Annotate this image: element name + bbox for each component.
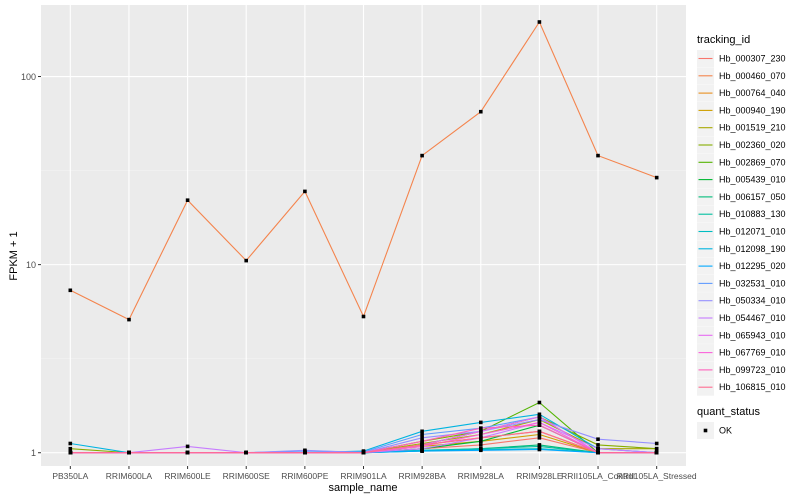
data-point-Hb_099723_010-RRIM928LA: [479, 426, 483, 430]
legend-entry-label: Hb_000764_040: [719, 88, 786, 98]
data-point-Hb_000460_070-PB350LA: [68, 288, 73, 293]
data-point-Hb_012098_190-PB350LA: [68, 441, 73, 446]
legend-title: tracking_id: [697, 34, 750, 46]
x-tick-label: RRII105LA_Control: [561, 471, 635, 481]
data-point-Hb_050334_010-RRIM928BA: [420, 436, 424, 440]
x-tick-label: RRIM600PE: [281, 471, 329, 481]
y-tick-label: 100: [21, 72, 36, 82]
y-axis: 1 10 100: [21, 72, 41, 458]
data-point-Hb_065943_010-RRIM928LA: [479, 429, 483, 434]
data-point-Hb_106815_010-RRIM600PE: [303, 450, 307, 455]
data-point-Hb_000460_070-RRIM600LE: [185, 198, 190, 202]
x-tick-label: RRIM600SE: [223, 471, 271, 481]
data-point-Hb_065943_010-RRIM928LE: [537, 415, 542, 419]
legend-entry-label: Hb_010883_130: [719, 209, 786, 219]
data-point-Hb_106815_010-RRII105LA_Stressed: [654, 450, 659, 455]
data-point-Hb_050334_010-RRIM928LE: [537, 417, 542, 422]
data-point-Hb_106815_010-PB350LA: [68, 450, 73, 455]
data-point-Hb_012098_190-RRIM928LE: [537, 412, 542, 417]
legend-entry-label: Hb_001519_210: [719, 123, 786, 133]
data-point-Hb_010883_130-RRIM928LE: [537, 444, 542, 449]
data-point-Hb_000940_190-RRIM928LE: [537, 432, 542, 437]
legend-entry-label: Hb_054467_010: [719, 313, 786, 323]
data-point-Hb_000460_070-RRIM928LE: [537, 20, 542, 24]
data-point-Hb_106815_010-RRII105LA_Control: [596, 450, 600, 455]
y-axis-title: FPKM + 1: [8, 231, 20, 280]
legend-entry-label: Hb_005439_010: [719, 175, 786, 185]
data-point-Hb_002360_020-PB350LA: [68, 446, 73, 451]
data-point-Hb_032531_010-RRIM928BA: [420, 432, 424, 437]
shape-legend-key-square: [703, 428, 708, 433]
y-tick-label: 1: [31, 448, 36, 458]
x-tick-label: RRIM901LA: [340, 471, 387, 481]
legend-entry-label: Hb_032531_010: [719, 278, 786, 288]
data-point-Hb_067769_010-RRIM928LE: [537, 420, 542, 425]
data-point-Hb_000307_230-RRIM928LE: [537, 436, 542, 440]
data-point-Hb_099723_010-RRIM928BA: [420, 439, 424, 444]
legend-entry-label: Hb_050334_010: [719, 296, 786, 306]
x-tick-label: RRIM600LE: [164, 471, 211, 481]
data-point-Hb_099723_010-RRIM928LE: [537, 423, 542, 427]
x-axis: PB350LA RRIM600LA RRIM600LE RRIM600SE RRIM60…: [52, 466, 697, 481]
legend-entry-label: Hb_012098_190: [719, 244, 786, 254]
data-point-Hb_012098_190-RRIM928LA: [479, 420, 483, 425]
legend-entry-label: Hb_002869_070: [719, 157, 786, 167]
legend-entry-label: Hb_000940_190: [719, 105, 786, 115]
legend-entry-label: Hb_006157_050: [719, 192, 786, 202]
plot-area: [41, 5, 686, 466]
data-point-Hb_000307_230-RRIM928LA: [479, 443, 483, 447]
shape-legend-title: quant_status: [697, 406, 760, 418]
data-point-Hb_000460_070-RRIM600LA: [127, 317, 131, 322]
x-tick-label: RRIM928LA: [458, 471, 505, 481]
data-point-Hb_000460_070-RRIM901LA: [361, 314, 366, 319]
shape-legend-entry-label: OK: [719, 426, 732, 436]
data-point-Hb_012295_020-RRIM928LA: [479, 448, 483, 453]
data-point-Hb_012295_020-RRIM928LE: [537, 447, 542, 452]
data-point-Hb_002360_020-RRII105LA_Stressed: [654, 446, 659, 451]
data-point-Hb_106815_010-RRIM928LA: [479, 436, 483, 440]
data-point-Hb_106815_010-RRIM600LE: [185, 450, 190, 455]
data-point-Hb_000460_070-RRII105LA_Stressed: [654, 175, 659, 180]
legend-entry-label: Hb_067769_010: [719, 348, 786, 358]
data-point-Hb_106815_010-RRIM928LE: [537, 429, 542, 434]
data-point-Hb_106815_010-RRIM600SE: [244, 450, 248, 455]
legend-entry-label: Hb_106815_010: [719, 382, 786, 392]
x-tick-label: RRIM600LA: [106, 471, 153, 481]
data-point-Hb_002869_070-RRIM928LE: [537, 400, 542, 405]
data-point-Hb_050334_010-RRII105LA_Control: [596, 437, 600, 441]
data-point-Hb_000460_070-RRIM600PE: [303, 189, 307, 194]
data-point-Hb_000460_070-RRII105LA_Control: [596, 153, 600, 158]
data-point-Hb_012295_020-RRIM928BA: [420, 449, 424, 453]
x-tick-label: PB350LA: [52, 471, 88, 481]
data-point-Hb_054467_010-RRIM600LE: [185, 444, 190, 449]
data-point-Hb_000460_070-RRIM600SE: [244, 258, 248, 263]
data-point-Hb_050334_010-RRII105LA_Stressed: [654, 441, 659, 446]
x-axis-title: sample_name: [328, 482, 397, 494]
data-point-Hb_002360_020-RRII105LA_Control: [596, 443, 600, 447]
legend-entry-label: Hb_099723_010: [719, 365, 786, 375]
data-point-Hb_050334_010-RRIM600PE: [303, 448, 307, 453]
legend-entry-label: Hb_065943_010: [719, 330, 786, 340]
x-tick-label: RRIM928BA: [399, 471, 447, 481]
legend-entry-label: Hb_012295_020: [719, 261, 786, 271]
data-point-Hb_106815_010-RRIM901LA: [361, 450, 366, 455]
legend-entry-label: Hb_000460_070: [719, 71, 786, 81]
data-point-Hb_106815_010-RRIM600LA: [127, 450, 131, 455]
legend-entry-label: Hb_000307_230: [719, 54, 786, 64]
data-point-Hb_005439_010-RRIM928LA: [479, 439, 483, 444]
legend-entry-label: Hb_012071_010: [719, 227, 786, 237]
data-point-Hb_106815_010-RRIM928BA: [420, 443, 424, 447]
data-point-Hb_012098_190-RRIM928BA: [420, 429, 424, 434]
data-point-Hb_067769_010-RRIM928LA: [479, 432, 483, 437]
legend: tracking_id Hb_000307_230 Hb_000460_070 Hb_…: [697, 34, 786, 439]
legend-entry-label: Hb_002360_020: [719, 140, 786, 150]
x-tick-label: RRII105LA_Stressed: [617, 471, 697, 481]
y-tick-label: 10: [26, 260, 36, 270]
data-point-Hb_054467_010-RRII105LA_Control: [596, 446, 600, 451]
data-point-Hb_000460_070-RRIM928BA: [420, 153, 424, 158]
data-point-Hb_000460_070-RRIM928LA: [479, 109, 483, 114]
x-tick-label: RRIM928LE: [516, 471, 563, 481]
data-point-Hb_054467_010-RRIM928BA: [420, 446, 424, 451]
